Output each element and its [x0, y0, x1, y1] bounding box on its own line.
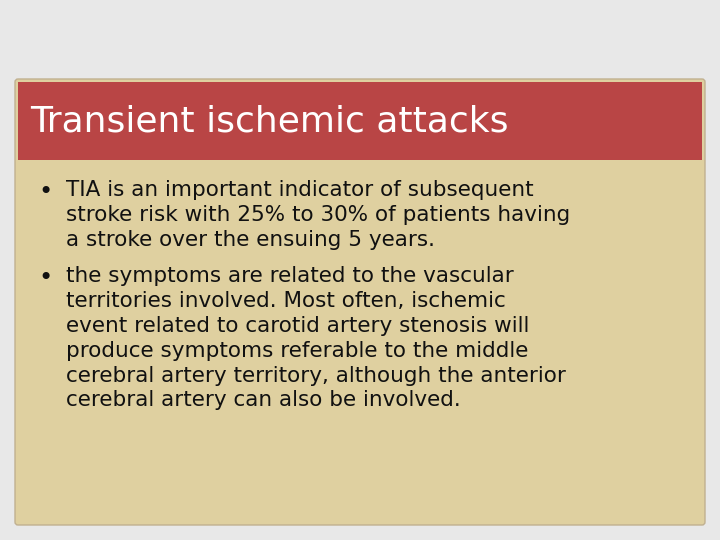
Text: cerebral artery territory, although the anterior: cerebral artery territory, although the …: [66, 366, 566, 386]
Text: cerebral artery can also be involved.: cerebral artery can also be involved.: [66, 390, 461, 410]
Text: a stroke over the ensuing 5 years.: a stroke over the ensuing 5 years.: [66, 230, 435, 249]
Text: TIA is an important indicator of subsequent: TIA is an important indicator of subsequ…: [66, 180, 534, 200]
Text: event related to carotid artery stenosis will: event related to carotid artery stenosis…: [66, 316, 529, 336]
Text: territories involved. Most often, ischemic: territories involved. Most often, ischem…: [66, 291, 505, 311]
Text: the symptoms are related to the vascular: the symptoms are related to the vascular: [66, 266, 514, 286]
Text: •: •: [38, 266, 53, 291]
Text: produce symptoms referable to the middle: produce symptoms referable to the middle: [66, 341, 528, 361]
Text: Transient ischemic attacks: Transient ischemic attacks: [30, 104, 508, 138]
Text: •: •: [38, 180, 53, 204]
Bar: [18, 82, 702, 160]
Text: stroke risk with 25% to 30% of patients having: stroke risk with 25% to 30% of patients …: [66, 205, 570, 225]
FancyBboxPatch shape: [15, 79, 705, 525]
